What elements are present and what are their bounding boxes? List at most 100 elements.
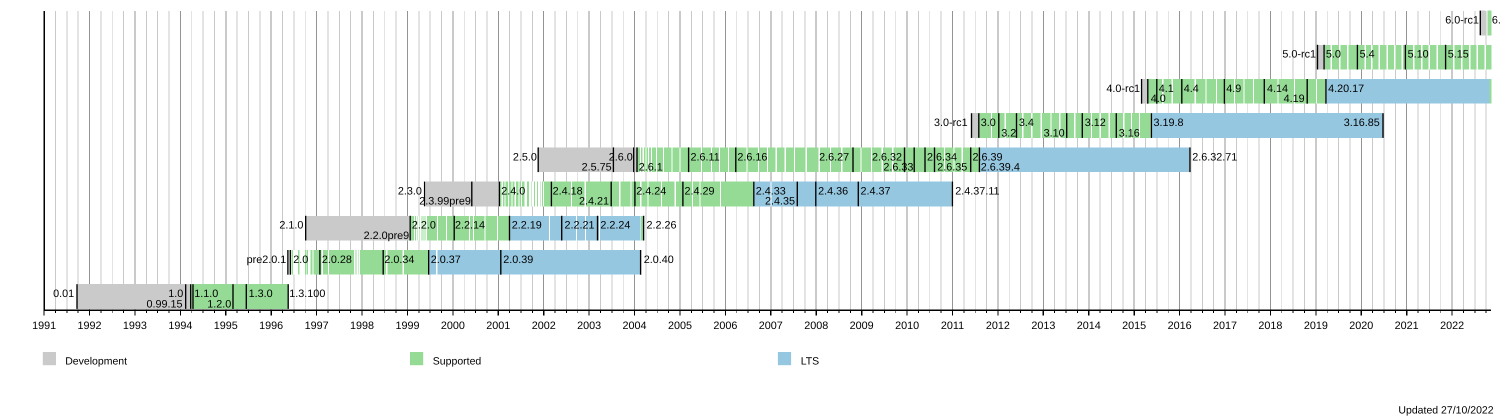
svg-text:2021: 2021 <box>1395 320 1419 332</box>
svg-text:2.0.28: 2.0.28 <box>322 254 352 266</box>
svg-text:2009: 2009 <box>850 320 874 332</box>
svg-text:4.14: 4.14 <box>1267 83 1288 95</box>
svg-text:4.19: 4.19 <box>1284 93 1305 105</box>
svg-text:2.2.19: 2.2.19 <box>512 220 542 232</box>
svg-text:2004: 2004 <box>623 320 647 332</box>
svg-text:2.0: 2.0 <box>293 254 308 266</box>
svg-text:2.6.32.71: 2.6.32.71 <box>1192 151 1237 163</box>
svg-text:2.0.37: 2.0.37 <box>431 254 461 266</box>
svg-text:4.4: 4.4 <box>1184 83 1199 95</box>
svg-text:2.4.37.11: 2.4.37.11 <box>955 186 999 198</box>
svg-text:1999: 1999 <box>395 320 419 332</box>
svg-text:2005: 2005 <box>668 320 692 332</box>
svg-text:2006: 2006 <box>713 320 737 332</box>
svg-text:6.0-rc1: 6.0-rc1 <box>1445 15 1479 27</box>
svg-text:1.3.0: 1.3.0 <box>249 288 273 300</box>
svg-text:2018: 2018 <box>1258 320 1282 332</box>
svg-text:2012: 2012 <box>986 320 1010 332</box>
svg-text:2.4.0: 2.4.0 <box>501 186 525 198</box>
svg-text:2.2.0: 2.2.0 <box>412 220 436 232</box>
svg-text:1996: 1996 <box>259 320 283 332</box>
svg-text:5.0-rc1: 5.0-rc1 <box>1282 49 1316 61</box>
svg-text:2.4.24: 2.4.24 <box>636 186 666 198</box>
svg-text:2.4.29: 2.4.29 <box>685 186 715 198</box>
svg-text:2008: 2008 <box>804 320 828 332</box>
svg-text:2.5.75: 2.5.75 <box>582 162 612 174</box>
svg-text:5.0: 5.0 <box>1326 49 1341 61</box>
svg-text:3.16.85: 3.16.85 <box>1344 117 1380 129</box>
svg-text:2.2.14: 2.2.14 <box>455 220 485 232</box>
svg-text:2.4.36: 2.4.36 <box>818 186 848 198</box>
svg-text:2002: 2002 <box>532 320 556 332</box>
svg-text:2007: 2007 <box>759 320 783 332</box>
svg-text:4.0-rc1: 4.0-rc1 <box>1106 83 1140 95</box>
svg-text:2.4.37: 2.4.37 <box>861 186 891 198</box>
svg-text:4.1: 4.1 <box>1159 83 1174 95</box>
svg-text:1997: 1997 <box>305 320 329 332</box>
svg-text:pre2.0.1: pre2.0.1 <box>247 254 287 266</box>
svg-text:2000: 2000 <box>441 320 465 332</box>
svg-text:2017: 2017 <box>1213 320 1237 332</box>
svg-text:4.9: 4.9 <box>1226 83 1241 95</box>
svg-text:2.1.0: 2.1.0 <box>279 220 303 232</box>
svg-text:5.15: 5.15 <box>1448 49 1469 61</box>
svg-text:3.4: 3.4 <box>1019 117 1034 129</box>
svg-text:1.0: 1.0 <box>168 288 183 300</box>
svg-text:2.4.33: 2.4.33 <box>756 186 786 198</box>
svg-text:2.4.35: 2.4.35 <box>765 196 795 208</box>
svg-text:2.6.32: 2.6.32 <box>872 151 902 163</box>
svg-text:2020: 2020 <box>1349 320 1373 332</box>
svg-text:2019: 2019 <box>1304 320 1328 332</box>
svg-text:0.01: 0.01 <box>53 288 74 300</box>
svg-text:Supported: Supported <box>433 356 482 368</box>
svg-text:5.4: 5.4 <box>1360 49 1375 61</box>
svg-text:2010: 2010 <box>895 320 919 332</box>
svg-text:4.20.17: 4.20.17 <box>1328 83 1364 95</box>
svg-text:2.6.16: 2.6.16 <box>737 151 767 163</box>
svg-text:3.16: 3.16 <box>1119 127 1140 139</box>
svg-text:1991: 1991 <box>32 320 56 332</box>
svg-text:2.6.1: 2.6.1 <box>639 162 663 174</box>
svg-text:1993: 1993 <box>123 320 147 332</box>
svg-text:2016: 2016 <box>1168 320 1192 332</box>
svg-text:2.5.0: 2.5.0 <box>513 151 537 163</box>
svg-text:3.2: 3.2 <box>1001 127 1016 139</box>
svg-text:0.99.15: 0.99.15 <box>146 298 182 310</box>
svg-text:2.4.21: 2.4.21 <box>579 196 609 208</box>
svg-text:2.6.0: 2.6.0 <box>609 151 633 163</box>
svg-text:LTS: LTS <box>801 356 819 368</box>
svg-text:Development: Development <box>65 356 127 368</box>
svg-text:2003: 2003 <box>577 320 601 332</box>
svg-text:5.10: 5.10 <box>1408 49 1429 61</box>
svg-text:2.0.40: 2.0.40 <box>644 254 674 266</box>
svg-text:2015: 2015 <box>1122 320 1146 332</box>
svg-text:3.19.8: 3.19.8 <box>1154 117 1184 129</box>
svg-text:2.3.99pre9: 2.3.99pre9 <box>419 196 471 208</box>
svg-text:2.2.24: 2.2.24 <box>600 220 630 232</box>
svg-text:2022: 2022 <box>1440 320 1464 332</box>
svg-text:3.12: 3.12 <box>1085 117 1106 129</box>
svg-text:2011: 2011 <box>941 320 964 332</box>
svg-text:3.10: 3.10 <box>1044 127 1065 139</box>
svg-text:4.0: 4.0 <box>1151 93 1166 105</box>
svg-text:2.0.34: 2.0.34 <box>384 254 414 266</box>
svg-text:1998: 1998 <box>350 320 374 332</box>
svg-text:2.2.26: 2.2.26 <box>647 220 677 232</box>
svg-text:2014: 2014 <box>1077 320 1101 332</box>
svg-text:2.6.27: 2.6.27 <box>819 151 849 163</box>
svg-text:6.0: 6.0 <box>1492 15 1500 27</box>
svg-text:2013: 2013 <box>1031 320 1055 332</box>
svg-text:2.6.11: 2.6.11 <box>691 151 720 163</box>
svg-text:2.6.39.4: 2.6.39.4 <box>981 162 1020 174</box>
svg-text:1.3.100: 1.3.100 <box>289 288 325 300</box>
svg-text:2.2.0pre9: 2.2.0pre9 <box>364 230 410 242</box>
svg-text:1995: 1995 <box>214 320 238 332</box>
svg-text:2.2.21: 2.2.21 <box>565 220 595 232</box>
svg-text:2.3.0: 2.3.0 <box>398 186 422 198</box>
svg-text:2.0.39: 2.0.39 <box>503 254 533 266</box>
svg-text:Updated 27/10/2022: Updated 27/10/2022 <box>1398 404 1493 416</box>
svg-text:2.6.33: 2.6.33 <box>883 162 913 174</box>
svg-text:2.6.35: 2.6.35 <box>937 162 967 174</box>
svg-text:1992: 1992 <box>78 320 102 332</box>
svg-text:1994: 1994 <box>168 320 192 332</box>
